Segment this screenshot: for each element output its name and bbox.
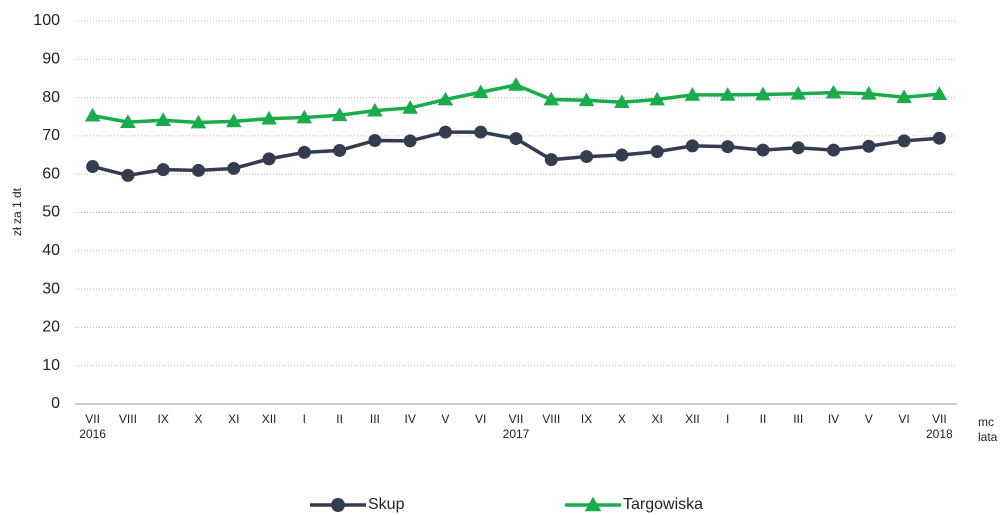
x-tick-label: VII: [932, 412, 947, 426]
data-point: [932, 131, 946, 145]
data-point: [121, 168, 135, 182]
x-tick-label: VII: [85, 412, 100, 426]
y-tick-label: 80: [42, 89, 60, 106]
data-point: [791, 141, 805, 155]
data-point: [190, 114, 207, 129]
data-point: [437, 91, 454, 106]
y-tick-label: 40: [42, 242, 60, 259]
data-point: [262, 152, 276, 166]
data-point: [508, 77, 524, 91]
data-point: [84, 107, 101, 122]
legend-label: Skup: [368, 496, 405, 513]
x-tick-label: II: [760, 412, 767, 426]
data-point: [331, 107, 348, 122]
x-tick-label: I: [303, 412, 306, 426]
x-year-label: 2018: [926, 427, 953, 441]
x-tick-label: IX: [158, 412, 169, 426]
data-point: [225, 113, 242, 128]
data-point: [615, 148, 629, 162]
x-year-label: 2017: [503, 427, 530, 441]
data-point: [578, 92, 595, 107]
y-tick-label: 70: [42, 127, 60, 144]
y-tick-label: 20: [42, 319, 60, 336]
data-point: [721, 140, 735, 154]
data-point: [931, 86, 948, 101]
x-tick-label: VI: [475, 412, 486, 426]
data-point: [684, 87, 701, 101]
y-tick-label: 60: [42, 165, 60, 182]
data-point: [438, 125, 452, 139]
data-point: [862, 139, 876, 153]
data-point: [402, 100, 418, 114]
x-tick-label: X: [618, 412, 626, 426]
data-point: [827, 143, 841, 157]
data-point: [227, 161, 241, 175]
data-point: [543, 91, 560, 106]
x-tick-label: X: [194, 412, 202, 426]
data-point: [120, 114, 136, 128]
x-year-label: 2016: [79, 427, 106, 441]
x-tick-label: XI: [228, 412, 239, 426]
data-point: [614, 94, 630, 109]
data-point: [861, 85, 877, 100]
y-tick-label: 0: [51, 395, 60, 412]
y-tick-label: 90: [42, 51, 60, 68]
x-tick-label: VIII: [119, 412, 137, 426]
legend-marker: [331, 498, 345, 512]
x-tick-label: XI: [651, 412, 662, 426]
data-point: [896, 89, 912, 104]
data-point: [685, 139, 699, 153]
x-tick-label: III: [793, 412, 803, 426]
data-point: [790, 85, 807, 100]
x-tick-label: V: [441, 412, 449, 426]
y-tick-label: 100: [33, 12, 60, 29]
data-point: [296, 109, 313, 124]
data-point: [756, 143, 770, 157]
data-point: [333, 143, 347, 157]
x-tick-label: VII: [509, 412, 524, 426]
data-point: [580, 150, 594, 164]
data-point: [261, 110, 277, 125]
x-tick-label: III: [370, 412, 380, 426]
data-point: [650, 145, 664, 159]
data-point: [368, 133, 382, 147]
data-point: [509, 132, 523, 146]
data-point: [649, 91, 665, 106]
data-point: [755, 86, 771, 101]
x-tick-label: VIII: [542, 412, 560, 426]
data-point: [544, 153, 558, 167]
data-point: [472, 84, 489, 99]
y-tick-label: 10: [42, 357, 60, 374]
data-point: [155, 112, 171, 127]
y-tick-label: 30: [42, 280, 60, 297]
x-tick-label: IX: [581, 412, 592, 426]
legend-marker: [584, 496, 602, 512]
x-tick-label: I: [726, 412, 729, 426]
data-point: [897, 134, 911, 148]
data-point: [403, 134, 417, 148]
x-axis-label-secondary: lata: [978, 430, 998, 444]
legend-label: Targowiska: [623, 496, 703, 513]
x-tick-label: II: [336, 412, 343, 426]
x-tick-label: IV: [828, 412, 839, 426]
x-tick-label: IV: [404, 412, 415, 426]
x-axis-label: mc: [978, 415, 994, 429]
data-point: [191, 163, 205, 177]
data-point: [474, 125, 488, 139]
data-point: [86, 160, 100, 174]
y-axis-label: zł za 1 dt: [10, 187, 24, 236]
data-point: [719, 87, 736, 101]
data-point: [825, 84, 842, 99]
x-tick-label: VI: [898, 412, 909, 426]
data-point: [367, 102, 383, 117]
x-tick-label: XII: [262, 412, 277, 426]
y-tick-label: 50: [42, 204, 60, 221]
data-point: [156, 163, 170, 177]
data-point: [297, 145, 311, 159]
x-tick-label: XII: [685, 412, 700, 426]
x-tick-label: V: [865, 412, 873, 426]
